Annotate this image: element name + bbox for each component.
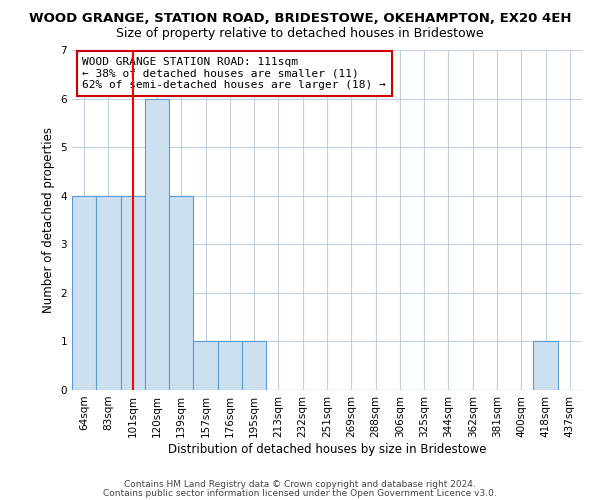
Text: WOOD GRANGE STATION ROAD: 111sqm
← 38% of detached houses are smaller (11)
62% o: WOOD GRANGE STATION ROAD: 111sqm ← 38% o… [82, 57, 386, 90]
Bar [169, 196, 193, 390]
Bar [218, 342, 242, 390]
Text: Size of property relative to detached houses in Bridestowe: Size of property relative to detached ho… [116, 28, 484, 40]
Text: WOOD GRANGE, STATION ROAD, BRIDESTOWE, OKEHAMPTON, EX20 4EH: WOOD GRANGE, STATION ROAD, BRIDESTOWE, O… [29, 12, 571, 26]
Bar [193, 342, 218, 390]
Bar [96, 196, 121, 390]
Text: Contains public sector information licensed under the Open Government Licence v3: Contains public sector information licen… [103, 488, 497, 498]
Bar [121, 196, 145, 390]
Bar [72, 196, 96, 390]
Bar [145, 98, 169, 390]
Bar [533, 342, 558, 390]
Text: Contains HM Land Registry data © Crown copyright and database right 2024.: Contains HM Land Registry data © Crown c… [124, 480, 476, 489]
Y-axis label: Number of detached properties: Number of detached properties [42, 127, 55, 313]
Bar [242, 342, 266, 390]
X-axis label: Distribution of detached houses by size in Bridestowe: Distribution of detached houses by size … [168, 442, 486, 456]
